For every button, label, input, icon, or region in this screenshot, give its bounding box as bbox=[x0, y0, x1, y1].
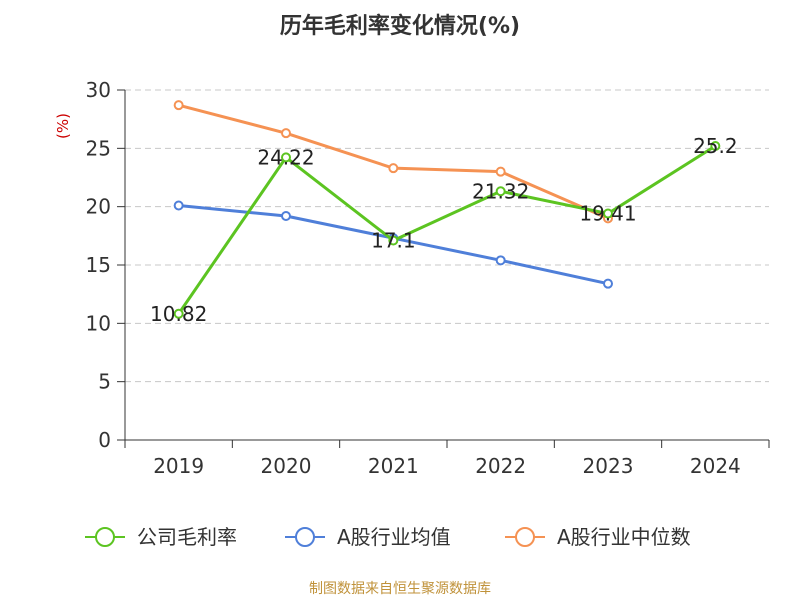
x-tick-label: 2022 bbox=[475, 454, 526, 478]
data-label: 10.82 bbox=[150, 302, 207, 326]
data-label: 25.2 bbox=[693, 134, 738, 158]
series-point-1 bbox=[495, 255, 506, 266]
series-point-1 bbox=[173, 200, 184, 211]
y-tick-label: 0 bbox=[98, 428, 111, 452]
legend-marker-1 bbox=[295, 527, 315, 547]
series-point-2 bbox=[495, 166, 506, 177]
data-label: 19.41 bbox=[579, 202, 636, 226]
x-tick-label: 2021 bbox=[368, 454, 419, 478]
series-point-0 bbox=[173, 308, 184, 319]
series-point-0 bbox=[495, 186, 506, 197]
series-point-1 bbox=[603, 278, 613, 289]
series-point-2 bbox=[173, 100, 184, 111]
footer-source: 制图数据来自恒生聚源数据库 bbox=[309, 581, 491, 597]
x-tick-label: 2023 bbox=[583, 454, 634, 478]
series-point-0 bbox=[388, 235, 399, 246]
series-point-0 bbox=[281, 152, 291, 163]
series-line-0 bbox=[177, 144, 717, 315]
legend-label-1: A股行业均值 bbox=[337, 525, 451, 549]
y-tick-label: 5 bbox=[98, 370, 111, 394]
y-axis-label: (%) bbox=[54, 113, 72, 139]
chart-title: 历年毛利率变化情况(%) bbox=[279, 14, 521, 39]
legend-label-0: 公司毛利率 bbox=[137, 525, 237, 549]
y-tick-label: 20 bbox=[86, 195, 111, 219]
series-point-2 bbox=[388, 163, 399, 174]
legend-label-2: A股行业中位数 bbox=[557, 525, 691, 549]
legend-marker-0 bbox=[95, 527, 115, 547]
y-tick-label: 30 bbox=[86, 78, 111, 102]
data-label: 24.22 bbox=[257, 145, 314, 169]
x-tick-label: 2020 bbox=[261, 454, 312, 478]
series-point-0 bbox=[710, 141, 721, 151]
series-point-0 bbox=[603, 208, 613, 219]
y-tick-label: 25 bbox=[86, 136, 111, 160]
data-label: 21.32 bbox=[472, 179, 529, 203]
y-tick-label: 10 bbox=[86, 311, 111, 335]
x-tick-label: 2024 bbox=[690, 454, 741, 478]
series-point-2 bbox=[281, 128, 291, 139]
series-point-1 bbox=[281, 211, 291, 221]
legend-marker-2 bbox=[515, 527, 535, 547]
x-tick-label: 2019 bbox=[153, 454, 204, 478]
y-tick-label: 15 bbox=[86, 253, 111, 277]
data-label: 17.1 bbox=[371, 229, 416, 253]
